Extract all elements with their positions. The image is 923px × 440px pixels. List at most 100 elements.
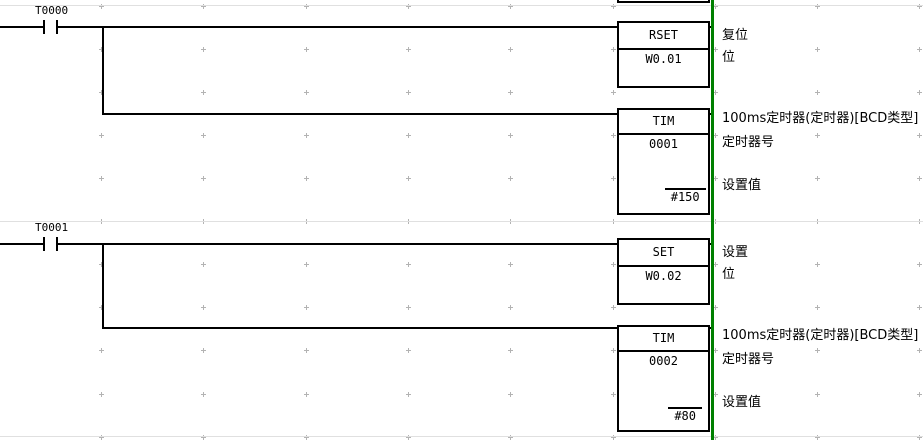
grid-plus-mark (99, 391, 104, 397)
grid-plus-mark (99, 434, 104, 440)
grid-plus-mark (712, 348, 718, 354)
grid-plus-mark (712, 176, 718, 182)
grid-plus-mark (917, 47, 923, 53)
grid-plus-mark (405, 348, 411, 354)
grid-plus-mark (815, 262, 821, 268)
grid-plus-mark (303, 90, 309, 96)
grid-plus-mark (303, 305, 309, 311)
instruction-operand: W0.02 (645, 269, 682, 283)
instruction-block-tim[interactable]: TIM 0002 #80 (617, 325, 710, 432)
grid-plus-mark (201, 176, 207, 182)
operand-comment: 定时器号 (722, 352, 775, 367)
grid-plus-mark (610, 47, 616, 53)
grid-plus-mark (99, 262, 104, 268)
grid-plus-mark (405, 4, 411, 9)
grid-plus-mark (815, 176, 821, 182)
grid-plus-mark (610, 90, 616, 96)
wire-segment (58, 26, 617, 28)
rung-separator (0, 221, 923, 222)
grid-plus-mark (917, 133, 923, 139)
instruction-mnemonic: SET (619, 240, 708, 267)
grid-plus-mark (508, 434, 514, 440)
grid-plus-mark (99, 90, 104, 96)
contact-t0001[interactable] (56, 237, 58, 251)
instruction-operand: #150 (664, 188, 706, 204)
branch-wire-vertical (102, 243, 104, 329)
grid-plus-mark (712, 47, 718, 53)
grid-plus-mark (508, 305, 514, 311)
instruction-block-tim[interactable]: TIM 0001 #150 (617, 108, 710, 215)
grid-plus-mark (99, 305, 104, 311)
grid-plus-mark (610, 133, 616, 139)
instruction-block-rset[interactable]: RSET W0.01 (617, 21, 710, 88)
grid-plus-mark (815, 47, 821, 53)
grid-plus-mark (405, 90, 411, 96)
rung-separator (0, 436, 923, 437)
grid-plus-mark (712, 305, 718, 311)
operand-comment: 定时器号 (722, 135, 775, 150)
grid-plus-mark (712, 4, 718, 9)
operand-comment: 设置值 (722, 178, 762, 193)
grid-plus-mark (99, 348, 104, 354)
right-power-rail (711, 0, 714, 440)
instruction-mnemonic: TIM (619, 110, 708, 135)
grid-plus-mark (610, 4, 616, 9)
instruction-mnemonic: RSET (619, 23, 708, 50)
grid-plus-mark (303, 391, 309, 397)
wire-segment (0, 26, 43, 28)
grid-plus-mark (303, 4, 309, 9)
grid-plus-mark (405, 262, 411, 268)
branch-wire-vertical (102, 26, 104, 115)
grid-plus-mark (917, 434, 923, 440)
grid-plus-mark (201, 90, 207, 96)
contact-t0000[interactable] (43, 20, 45, 34)
grid-plus-mark (917, 262, 923, 268)
instruction-comment: 100ms定时器(定时器)[BCD类型] (722, 111, 919, 126)
grid-plus-mark (303, 133, 309, 139)
operand-comment: 位 (722, 50, 736, 65)
instruction-operand: 0001 (649, 137, 678, 151)
operand-comment: 复位 (722, 28, 749, 43)
grid-plus-mark (815, 348, 821, 354)
grid-plus-mark (201, 262, 207, 268)
grid-plus-mark (508, 47, 514, 53)
grid-plus-mark (99, 4, 104, 9)
grid-plus-mark (405, 391, 411, 397)
grid-plus-mark (303, 47, 309, 53)
grid-plus-mark (815, 305, 821, 311)
grid-plus-mark (405, 176, 411, 182)
operand-comment: 设置值 (722, 395, 762, 410)
contact-label: T0001 (35, 221, 69, 234)
grid-plus-mark (815, 391, 821, 397)
grid-plus-mark (508, 348, 514, 354)
contact-t0001[interactable] (43, 237, 45, 251)
grid-plus-mark (201, 434, 207, 440)
grid-plus-mark (917, 348, 923, 354)
grid-plus-mark (917, 305, 923, 311)
grid-plus-mark (405, 305, 411, 311)
grid-plus-mark (508, 4, 514, 9)
instruction-block-set[interactable]: SET W0.02 (617, 238, 710, 305)
contact-label: T0000 (35, 4, 69, 17)
grid-plus-mark (405, 133, 411, 139)
grid-plus-mark (99, 47, 104, 53)
grid-plus-mark (815, 4, 821, 9)
instruction-block-partial[interactable] (617, 0, 710, 3)
contact-t0000[interactable] (56, 20, 58, 34)
rung-separator (0, 5, 923, 6)
grid-plus-mark (303, 348, 309, 354)
grid-plus-mark (201, 391, 207, 397)
grid-plus-mark (917, 90, 923, 96)
grid-plus-mark (712, 434, 718, 440)
grid-plus-mark (303, 176, 309, 182)
grid-plus-mark (508, 262, 514, 268)
grid-plus-mark (201, 47, 207, 53)
instruction-comment: 100ms定时器(定时器)[BCD类型] (722, 328, 919, 343)
grid-plus-mark (201, 305, 207, 311)
grid-plus-mark (201, 4, 207, 9)
grid-plus-mark (610, 391, 616, 397)
grid-plus-mark (303, 434, 309, 440)
branch-wire-horizontal (102, 113, 617, 115)
grid-plus-mark (712, 391, 718, 397)
